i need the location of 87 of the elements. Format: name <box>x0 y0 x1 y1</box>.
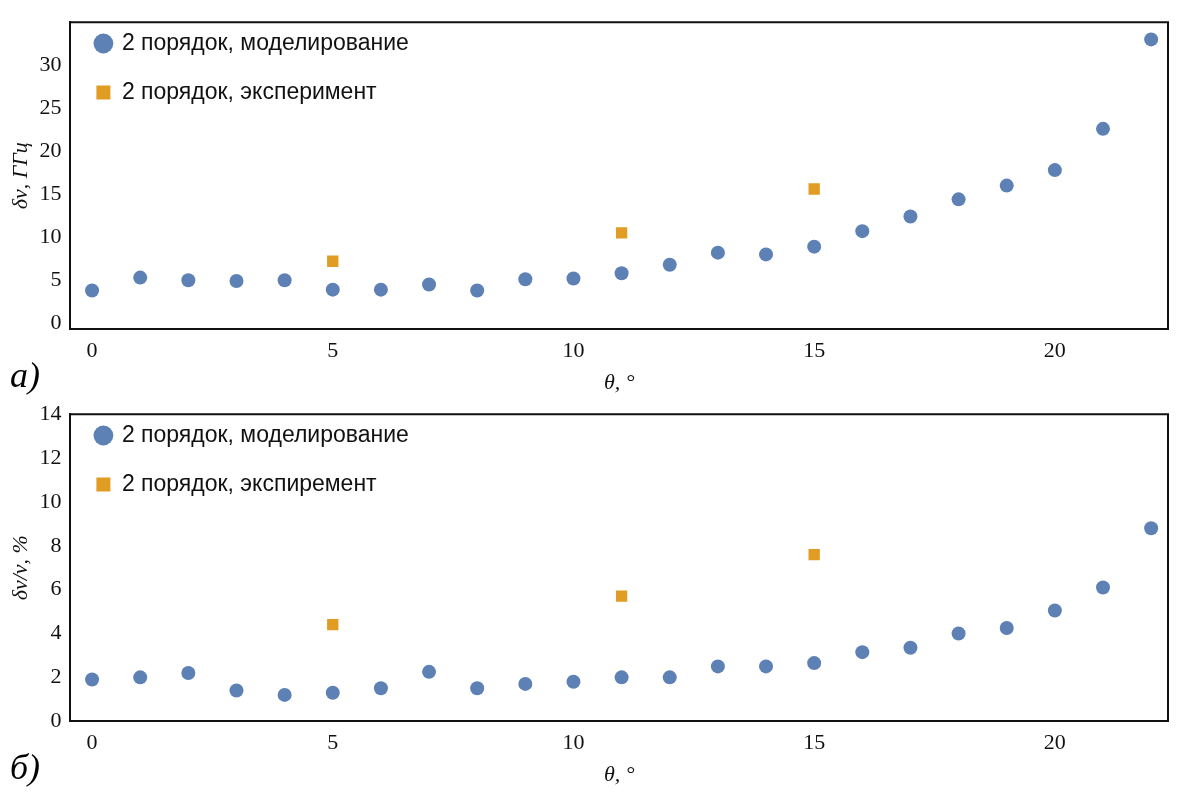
point <box>1144 32 1159 47</box>
point <box>470 283 485 298</box>
point <box>855 224 870 239</box>
y-axis-title: δν/ν, % <box>6 535 32 601</box>
x-axis-title: θ, ° <box>603 368 635 394</box>
point <box>325 685 340 700</box>
x-tick-label: 0 <box>86 729 98 755</box>
point <box>662 257 677 272</box>
point <box>615 227 628 239</box>
y-axis-title: δν, ГГц <box>6 142 32 210</box>
point <box>566 271 581 286</box>
point <box>808 183 820 195</box>
point <box>951 192 966 207</box>
y-tick-label: 4 <box>50 619 62 645</box>
point <box>1096 121 1111 136</box>
point <box>470 681 485 696</box>
point <box>1047 603 1062 618</box>
point <box>325 282 340 297</box>
x-tick-label: 10 <box>562 729 585 755</box>
point <box>807 656 822 671</box>
x-tick-label: 20 <box>1043 729 1066 755</box>
point <box>327 255 339 267</box>
legend-label: 2 порядок, эксперимент <box>121 77 378 104</box>
y-tick-label: 20 <box>39 136 62 162</box>
point <box>855 645 870 660</box>
y-tick-label: 25 <box>39 93 62 119</box>
point <box>999 178 1014 193</box>
y-tick-label: 10 <box>39 487 62 513</box>
point <box>422 277 437 292</box>
legend-label: 2 порядок, экспиремент <box>121 469 378 496</box>
y-tick-label: 10 <box>39 222 62 248</box>
y-tick-label: 0 <box>50 706 62 732</box>
y-tick-label: 30 <box>39 50 62 76</box>
point <box>999 621 1014 635</box>
point <box>808 548 820 561</box>
point <box>903 209 918 224</box>
y-tick-label: 15 <box>39 179 62 205</box>
y-tick-label: 0 <box>50 308 62 334</box>
text: б) <box>10 746 41 788</box>
point <box>85 283 100 298</box>
point <box>85 672 100 687</box>
legend-label: 2 порядок, моделирование <box>121 28 409 55</box>
point <box>133 670 148 685</box>
y-tick-label: 12 <box>39 443 62 469</box>
point <box>903 640 918 655</box>
y-tick-label: 2 <box>50 663 62 689</box>
point <box>662 670 677 685</box>
point <box>229 683 244 698</box>
legend-label: 2 порядок, моделирование <box>121 420 409 447</box>
point <box>277 687 292 702</box>
y-tick-label: 6 <box>50 575 62 601</box>
text: а) <box>10 354 40 396</box>
x-tick-label: 0 <box>86 337 98 363</box>
point <box>951 626 966 641</box>
point <box>614 670 629 685</box>
x-tick-label: 10 <box>562 337 585 363</box>
point <box>710 659 725 674</box>
point <box>566 674 581 689</box>
point <box>1047 163 1062 178</box>
point <box>133 270 148 285</box>
x-tick-label: 15 <box>803 729 826 755</box>
y-tick-label: 14 <box>39 399 62 425</box>
y-tick-label: 5 <box>50 265 62 291</box>
x-tick-label: 20 <box>1043 337 1066 363</box>
point <box>807 239 822 254</box>
point <box>518 272 533 287</box>
point <box>518 676 533 691</box>
x-axis-title: θ, ° <box>603 760 635 786</box>
point <box>373 282 388 297</box>
point <box>1144 521 1159 536</box>
x-tick-label: 5 <box>327 337 339 363</box>
point <box>759 247 774 262</box>
point <box>229 274 244 289</box>
point <box>373 681 388 696</box>
point <box>759 659 774 674</box>
point <box>181 665 196 680</box>
point <box>710 245 725 260</box>
point <box>327 619 339 631</box>
point <box>614 266 629 281</box>
point <box>181 273 196 288</box>
point <box>1096 580 1111 595</box>
x-tick-label: 15 <box>803 337 826 363</box>
point <box>277 273 292 288</box>
point <box>615 590 628 602</box>
point <box>422 664 437 679</box>
x-tick-label: 5 <box>327 729 339 755</box>
y-tick-label: 8 <box>50 531 62 557</box>
